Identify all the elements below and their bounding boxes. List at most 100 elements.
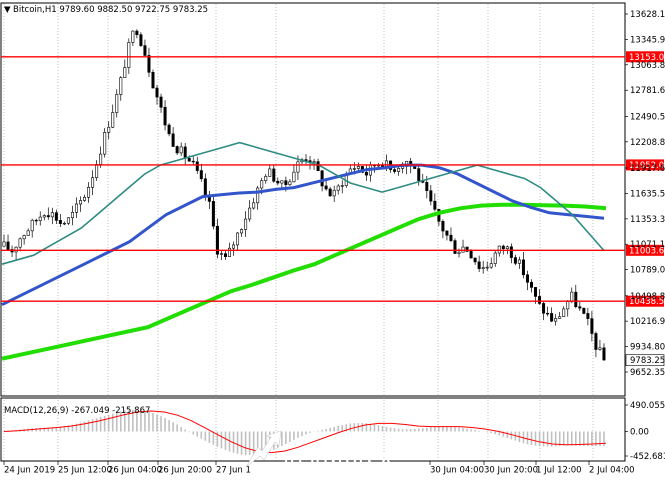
candle-body — [385, 160, 389, 167]
current-price-tag: 9783.25 — [625, 354, 665, 366]
time-tick-label: 24 Jun 2019 — [4, 466, 55, 476]
candle-body — [340, 185, 344, 187]
price-tick-label: 13063.80 — [630, 61, 665, 71]
candle-body — [38, 216, 42, 222]
candle — [219, 250, 223, 260]
candle-body — [598, 347, 602, 350]
candle-body — [288, 181, 292, 185]
candle-body — [256, 187, 260, 204]
candle — [244, 211, 248, 237]
candle — [123, 59, 127, 78]
candle — [481, 260, 485, 274]
level-tag-text: 11952.04 — [629, 161, 665, 171]
candle-body — [66, 217, 70, 224]
price-tick-label: 10498.80 — [630, 292, 665, 302]
candle-body — [336, 185, 340, 191]
candle — [429, 185, 433, 206]
symbol-info: Bitcoin,H1 9789.60 9882.50 9722.75 9783.… — [13, 5, 208, 15]
candle — [66, 217, 70, 226]
candle — [38, 211, 42, 226]
candle — [74, 197, 78, 219]
candle — [586, 307, 590, 326]
candle-body — [62, 222, 66, 225]
candle — [445, 230, 449, 241]
candle-body — [602, 347, 606, 361]
candle-body — [119, 77, 123, 95]
candle — [546, 306, 550, 317]
candle — [191, 156, 195, 166]
level-price-tag: 11952.04 — [626, 159, 665, 171]
candle-body — [292, 171, 296, 183]
candle — [155, 85, 159, 105]
candle — [453, 238, 457, 254]
level-tag-text: 10438.51 — [629, 297, 665, 307]
candle-body — [211, 201, 215, 227]
candle — [2, 234, 6, 247]
candle-body — [111, 112, 115, 128]
current-price-value: 9783.25 — [630, 356, 665, 366]
candle — [211, 195, 215, 230]
candle — [538, 289, 542, 305]
level-tag-bg — [626, 51, 664, 63]
collapse-triangle-icon[interactable]: ▼ — [4, 5, 11, 15]
candle — [292, 164, 296, 183]
candle-body — [123, 67, 127, 78]
candle — [288, 178, 292, 187]
candle-body — [542, 303, 546, 314]
candle-body — [103, 132, 107, 155]
candle — [449, 227, 453, 243]
price-tick-label: 12208.80 — [630, 138, 665, 148]
time-tick-label: 27 Jun 1 — [216, 466, 251, 476]
candle-body — [429, 190, 433, 202]
candle — [562, 306, 566, 317]
candle — [517, 256, 521, 269]
candle-body — [95, 164, 99, 178]
candle-body — [139, 34, 143, 46]
candle-body — [252, 202, 256, 209]
ma-slow-line — [1, 202, 607, 361]
candle-body — [151, 72, 155, 89]
candle-body — [195, 161, 199, 171]
level-price-tag: 11003.69 — [626, 244, 665, 256]
time-tick-label: 1 Jul 12:00 — [536, 466, 582, 476]
candle-body — [546, 312, 550, 315]
candle — [115, 89, 119, 118]
candle — [159, 93, 163, 113]
candle-body — [453, 240, 457, 254]
level-price-tag: 13153.04 — [626, 51, 665, 63]
candle-body — [34, 219, 38, 222]
candle-body — [18, 238, 22, 248]
candle-body — [58, 220, 62, 224]
candle-body — [264, 176, 268, 181]
horizontal-levels[interactable]: 13153.04 11952.04 11003.69 10438.51 — [1, 51, 665, 307]
candle — [215, 218, 219, 259]
candle — [485, 261, 489, 272]
candle — [79, 196, 83, 212]
candle-body — [203, 178, 207, 196]
candle-body — [187, 158, 191, 162]
candle — [558, 311, 562, 319]
candle-body — [538, 296, 542, 304]
candle — [554, 314, 558, 326]
candle-body — [517, 259, 521, 264]
price-tick-label: 13628.10 — [630, 10, 665, 20]
macd-tick-label: 490.055 — [630, 401, 665, 411]
candle-body — [578, 306, 582, 309]
price-tick-label: 9934.80 — [630, 343, 665, 353]
candle-body — [99, 153, 103, 165]
candle-body — [54, 212, 58, 221]
watermark-text: instaforex — [283, 445, 393, 470]
candle — [151, 69, 155, 89]
candle-body — [566, 301, 570, 310]
candle-body — [171, 133, 175, 147]
candle-body — [582, 307, 586, 314]
candle — [70, 205, 74, 226]
candle-body — [525, 274, 529, 283]
candle — [252, 197, 256, 210]
candle — [248, 200, 252, 222]
candle-body — [276, 180, 280, 184]
candle-body — [529, 281, 533, 288]
candle-body — [296, 161, 300, 173]
